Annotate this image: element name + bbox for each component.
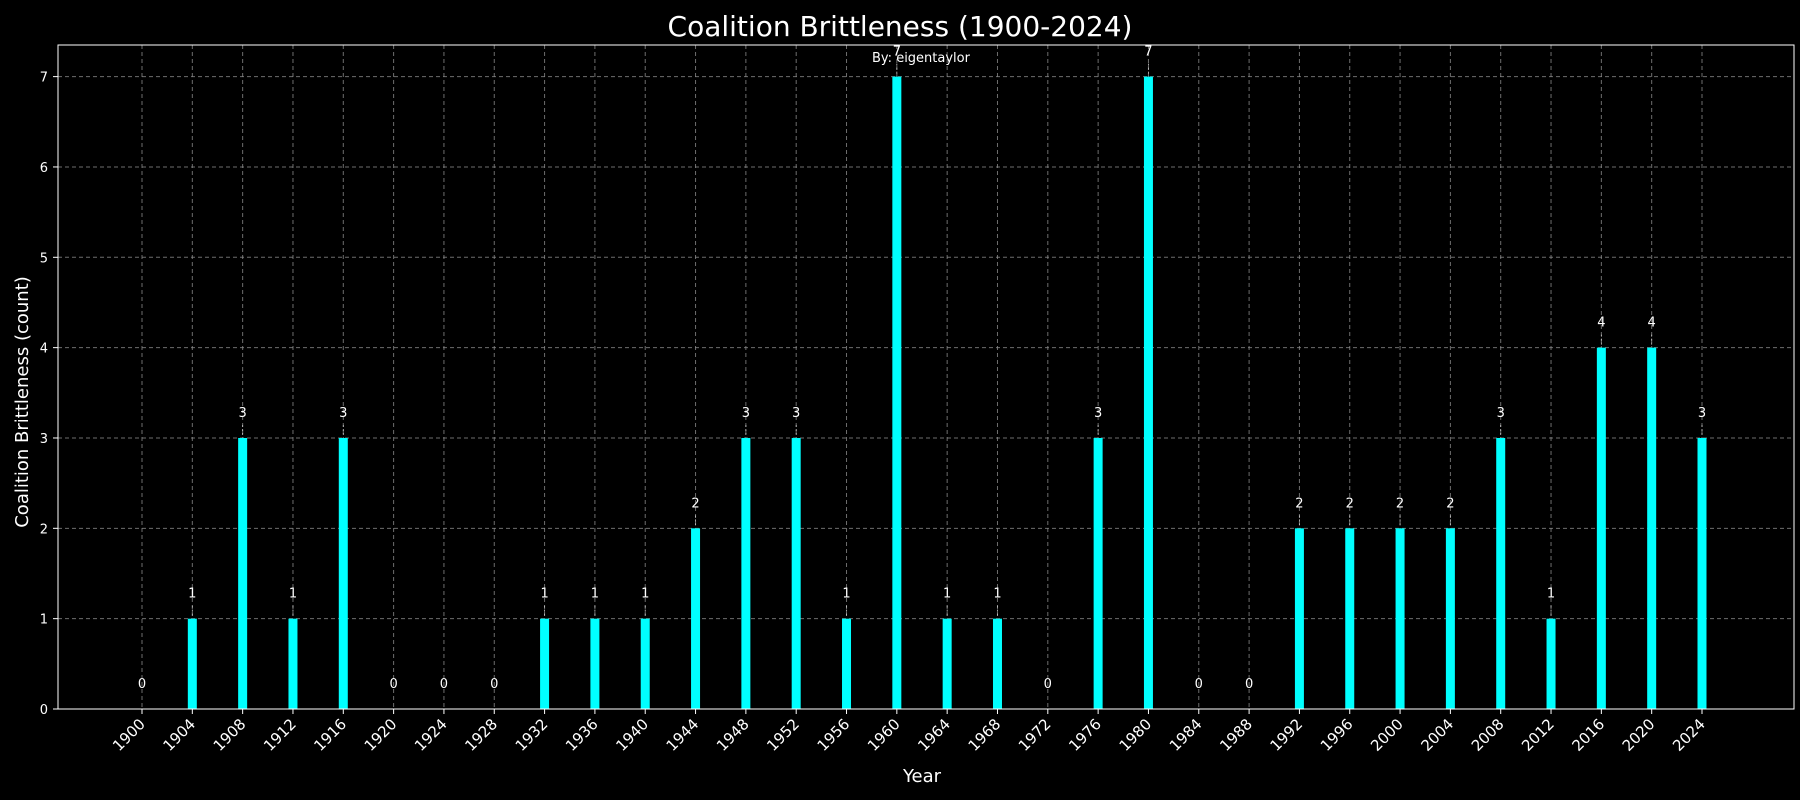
data-label: 0: [490, 677, 498, 692]
bar: [338, 437, 348, 709]
bar: [741, 437, 751, 709]
data-label: 0: [389, 677, 397, 692]
y-axis-label: Coalition Brittleness (count): [12, 276, 33, 528]
bar: [1596, 347, 1606, 709]
bar: [590, 618, 600, 709]
data-label: 3: [239, 406, 247, 421]
bar: [1496, 437, 1506, 709]
data-label: 1: [540, 587, 548, 602]
data-label: 1: [842, 587, 850, 602]
data-label: 0: [1195, 677, 1203, 692]
bar: [992, 618, 1002, 709]
bar: [640, 618, 650, 709]
data-label: 1: [591, 587, 599, 602]
data-label: 1: [993, 587, 1001, 602]
x-axis-label: Year: [902, 766, 942, 787]
data-label: 4: [1648, 316, 1656, 331]
bar: [288, 618, 298, 709]
bar: [540, 618, 550, 709]
data-label: 3: [792, 406, 800, 421]
data-label: 7: [893, 45, 901, 60]
bar: [1546, 618, 1556, 709]
data-label: 2: [691, 496, 699, 511]
data-label: 1: [1547, 587, 1555, 602]
bar: [791, 437, 801, 709]
bar: [842, 618, 852, 709]
data-label: 3: [339, 406, 347, 421]
bar: [1395, 528, 1405, 709]
data-label: 4: [1597, 316, 1605, 331]
data-label: 2: [1346, 496, 1354, 511]
y-tick-label: 0: [40, 703, 48, 718]
plot-frame: [57, 44, 1795, 710]
data-label: 2: [1446, 496, 1454, 511]
bar: [1697, 437, 1707, 709]
data-label: 0: [440, 677, 448, 692]
y-tick-label: 1: [40, 613, 48, 628]
data-label: 1: [188, 587, 196, 602]
data-label: 2: [1295, 496, 1303, 511]
data-label: 0: [138, 677, 146, 692]
bar: [1445, 528, 1455, 709]
data-label: 1: [289, 587, 297, 602]
y-tick-label: 4: [40, 342, 48, 357]
bar: [1647, 347, 1657, 709]
bar: [187, 618, 197, 709]
data-label: 3: [1094, 406, 1102, 421]
data-label: 3: [1698, 406, 1706, 421]
data-label: 3: [742, 406, 750, 421]
y-tick-label: 2: [40, 522, 48, 537]
bar: [1345, 528, 1355, 709]
bar: [1294, 528, 1304, 709]
data-labels-layer: 0 1 3 1 3 0 0 0 1 1 1 2 3 3 1 7 1 1 0 3 7 0 0 2 2 2 2 3 1 4 4 3: [138, 45, 1706, 692]
data-label: 0: [1245, 677, 1253, 692]
bar: [1143, 76, 1153, 710]
bar: [1093, 437, 1103, 709]
bar: [942, 618, 952, 709]
data-label: 3: [1497, 406, 1505, 421]
data-label: 2: [1396, 496, 1404, 511]
bar: [691, 528, 701, 709]
bar: [238, 437, 248, 709]
bars-layer: [187, 76, 1707, 710]
bar: [892, 76, 902, 710]
y-tick-label: 7: [40, 71, 48, 86]
chart-title: Coalition Brittleness (1900-2024): [668, 10, 1133, 43]
chart-subtitle: By: eigentaylor: [872, 51, 971, 66]
y-tick-label: 3: [40, 432, 48, 447]
data-label: 1: [641, 587, 649, 602]
y-tick-label: 5: [40, 251, 48, 266]
data-label: 1: [943, 587, 951, 602]
data-label: 7: [1144, 45, 1152, 60]
y-tick-label: 6: [40, 161, 48, 176]
data-label: 0: [1044, 677, 1052, 692]
